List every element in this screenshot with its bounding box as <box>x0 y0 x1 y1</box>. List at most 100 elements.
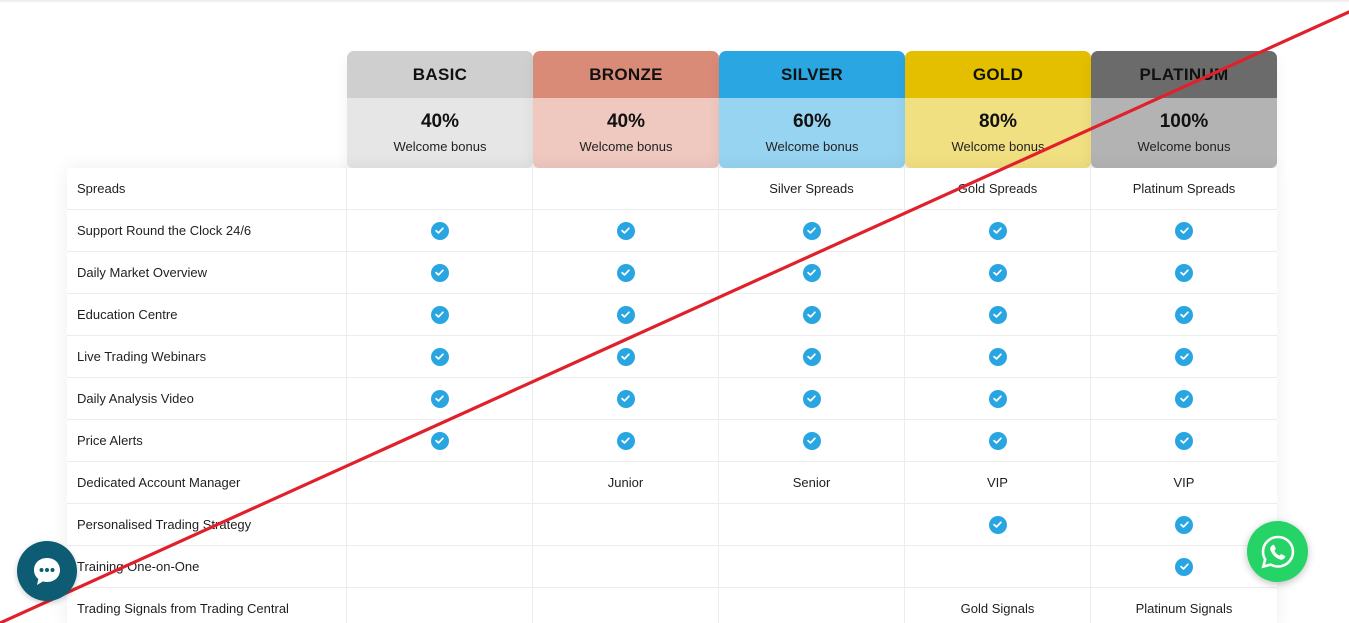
feature-value: Gold Spreads <box>957 181 1038 196</box>
table-row: Education Centre <box>67 294 1277 336</box>
check-circle-icon <box>430 347 449 366</box>
plan-name: SILVER <box>719 51 905 98</box>
plan-bonus-box: 40% Welcome bonus <box>533 98 719 168</box>
feature-cell-bronze <box>533 294 719 335</box>
table-row: Training One-on-One <box>67 546 1277 588</box>
check-circle-icon <box>988 305 1007 324</box>
feature-cell-silver <box>719 210 905 251</box>
table-row: Daily Analysis Video <box>67 378 1277 420</box>
feature-cell-silver <box>719 588 905 623</box>
bonus-label: Welcome bonus <box>765 139 859 154</box>
bonus-percent: 80% <box>978 111 1018 132</box>
feature-cell-gold <box>905 546 1091 587</box>
plan-name: GOLD <box>905 51 1091 98</box>
feature-cell-bronze <box>533 504 719 545</box>
check-circle-icon <box>616 263 635 282</box>
check-circle-icon <box>802 347 821 366</box>
check-circle-icon <box>1175 263 1193 282</box>
feature-cell-silver <box>719 504 905 545</box>
feature-cell-gold <box>905 252 1091 293</box>
check-circle-icon <box>1175 515 1193 534</box>
feature-value: Platinum Signals <box>1135 601 1233 616</box>
bonus-percent: 60% <box>792 111 832 132</box>
feature-cell-gold <box>905 210 1091 251</box>
feature-cell-basic <box>347 252 533 293</box>
whatsapp-button[interactable] <box>1247 521 1308 582</box>
feature-label: Support Round the Clock 24/6 <box>67 210 347 251</box>
feature-label: Dedicated Account Manager <box>67 462 347 503</box>
feature-cell-silver: Senior <box>719 462 905 503</box>
feature-cell-basic <box>347 420 533 461</box>
check-circle-icon <box>616 389 635 408</box>
feature-label: Training One-on-One <box>67 546 347 587</box>
check-circle-icon <box>802 263 821 282</box>
feature-cell-gold <box>905 294 1091 335</box>
plan-bonus-box: 60% Welcome bonus <box>719 98 905 168</box>
plan-name: PLATINUM <box>1091 51 1277 98</box>
table-row: Daily Market Overview <box>67 252 1277 294</box>
feature-value: VIP <box>987 475 1008 490</box>
feature-value: Gold Signals <box>960 601 1035 616</box>
feature-cell-gold <box>905 420 1091 461</box>
check-circle-icon <box>430 263 449 282</box>
feature-comparison-table: Spreads Silver Spreads Gold Spreads Platinu… <box>67 168 1277 623</box>
table-row: Spreads Silver Spreads Gold Spreads Platinu… <box>67 168 1277 210</box>
table-row: Live Trading Webinars <box>67 336 1277 378</box>
feature-label: Spreads <box>67 168 347 209</box>
plan-platinum: PLATINUM 100% Welcome bonus <box>1091 51 1277 168</box>
feature-cell-silver <box>719 378 905 419</box>
check-circle-icon <box>616 431 635 450</box>
feature-cell-platinum: Platinum Spreads <box>1091 168 1277 209</box>
feature-cell-platinum <box>1091 210 1277 251</box>
feature-cell-bronze <box>533 336 719 377</box>
plan-name: BRONZE <box>533 51 719 98</box>
feature-cell-basic <box>347 504 533 545</box>
bonus-label: Welcome bonus <box>1137 139 1231 154</box>
feature-cell-bronze <box>533 252 719 293</box>
feature-cell-basic <box>347 546 533 587</box>
plan-bronze: BRONZE 40% Welcome bonus <box>533 51 719 168</box>
plan-headers: BASIC 40% Welcome bonus BRONZE 40% Welco… <box>347 51 1277 168</box>
check-circle-icon <box>430 305 449 324</box>
check-circle-icon <box>1175 557 1193 576</box>
chat-bubble-icon <box>34 558 60 585</box>
check-circle-icon <box>616 347 635 366</box>
feature-cell-bronze <box>533 420 719 461</box>
check-circle-icon <box>988 347 1007 366</box>
chat-widget-button[interactable] <box>17 541 77 601</box>
feature-label: Price Alerts <box>67 420 347 461</box>
feature-cell-bronze <box>533 546 719 587</box>
feature-cell-gold <box>905 378 1091 419</box>
top-divider <box>0 0 1349 3</box>
feature-label: Daily Analysis Video <box>67 378 347 419</box>
table-row: Support Round the Clock 24/6 <box>67 210 1277 252</box>
feature-cell-silver <box>719 336 905 377</box>
feature-cell-gold <box>905 504 1091 545</box>
table-row: Price Alerts <box>67 420 1277 462</box>
feature-cell-platinum: VIP <box>1091 462 1277 503</box>
feature-value: Platinum Spreads <box>1132 181 1236 196</box>
feature-cell-bronze: Junior <box>533 462 719 503</box>
check-circle-icon <box>616 221 635 240</box>
table-row: Dedicated Account Manager Junior Senior VIP… <box>67 462 1277 504</box>
check-circle-icon <box>1175 221 1193 240</box>
feature-label: Live Trading Webinars <box>67 336 347 377</box>
check-circle-icon <box>430 389 449 408</box>
feature-cell-bronze <box>533 168 719 209</box>
table-row: Trading Signals from Trading Central Gold… <box>67 588 1277 623</box>
feature-value: Silver Spreads <box>769 181 854 196</box>
feature-cell-gold: Gold Signals <box>905 588 1091 623</box>
feature-cell-platinum <box>1091 420 1277 461</box>
bonus-label: Welcome bonus <box>579 139 673 154</box>
check-circle-icon <box>988 221 1007 240</box>
feature-cell-basic <box>347 378 533 419</box>
plan-basic: BASIC 40% Welcome bonus <box>347 51 533 168</box>
plan-bonus-box: 100% Welcome bonus <box>1091 98 1277 168</box>
check-circle-icon <box>1175 305 1193 324</box>
plan-name: BASIC <box>347 51 533 98</box>
feature-cell-bronze <box>533 588 719 623</box>
feature-value: Junior <box>607 475 644 490</box>
check-circle-icon <box>802 389 821 408</box>
feature-cell-gold: VIP <box>905 462 1091 503</box>
table-row: Personalised Trading Strategy <box>67 504 1277 546</box>
